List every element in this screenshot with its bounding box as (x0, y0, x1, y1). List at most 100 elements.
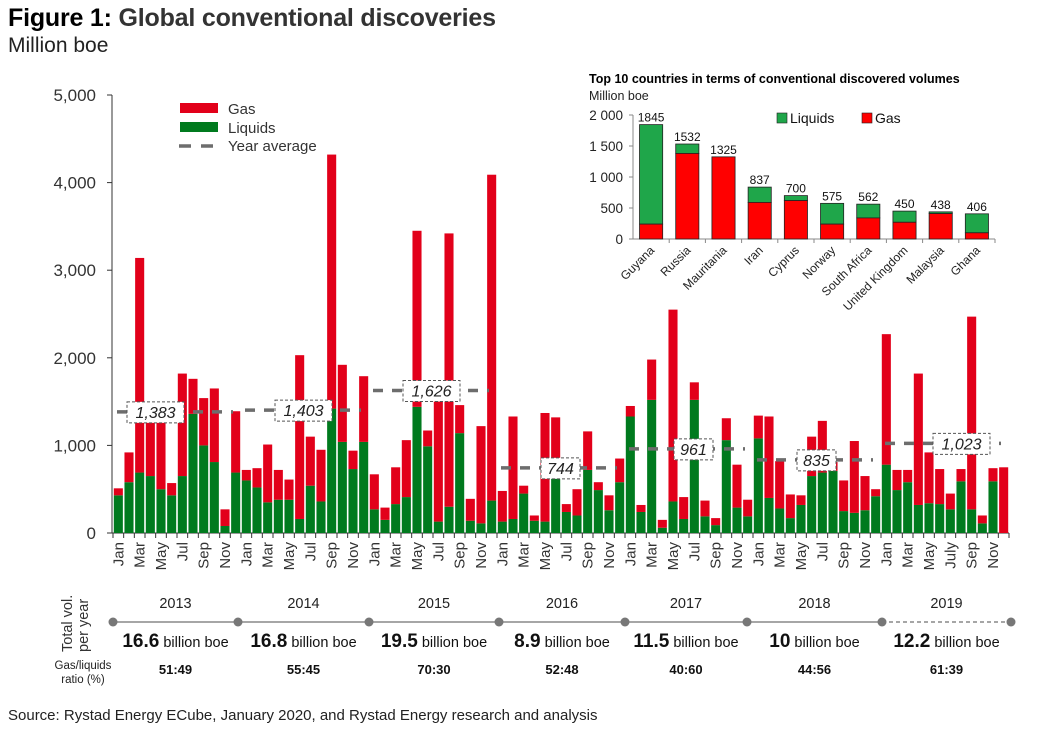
month-label: Jan (366, 542, 383, 566)
gas-bar (380, 507, 390, 520)
summary-total-volume: 10 billion boe (769, 631, 859, 652)
month-label: Mar (132, 542, 149, 568)
month-label: May (793, 542, 810, 571)
month-label: Sep (196, 542, 213, 569)
liquids-bar (860, 510, 870, 533)
liquids-bar (476, 523, 486, 533)
liquids-bar (828, 470, 838, 533)
gas-bar (231, 411, 241, 473)
gas-bar (689, 382, 699, 400)
liquids-bar (615, 482, 625, 533)
gas-bar (785, 494, 795, 519)
summary-gas-liquids-ratio: 55:45 (287, 662, 320, 677)
inset-legend-gas-swatch (861, 112, 873, 124)
summary-year-label: 2017 (670, 596, 702, 612)
inset-ylabel: Million boe (589, 89, 649, 103)
liquids-bar (177, 476, 187, 533)
gas-bar (167, 483, 177, 496)
liquids-bar (743, 516, 753, 533)
year-average-box (274, 399, 333, 422)
liquids-bar (316, 501, 326, 533)
gas-bar (615, 458, 625, 483)
month-label: Jan (494, 542, 511, 566)
month-label: Jan (110, 542, 127, 566)
year-average-box (673, 438, 714, 461)
inset-total-label: 450 (894, 197, 914, 211)
summary-total-volume: 8.9 billion boe (514, 631, 610, 652)
inset-gas-bar (675, 153, 700, 240)
liquids-bar (455, 433, 465, 533)
liquids-bar (903, 482, 913, 533)
inset-y-tick-label: 1 500 (589, 139, 623, 154)
liquids-bar (764, 497, 774, 533)
month-label: Jul (814, 542, 831, 561)
year-average-label: 1,403 (283, 403, 323, 420)
gas-bar (455, 405, 465, 434)
summary-total-unit: billion boe (669, 635, 738, 651)
month-label: Mar (772, 542, 789, 568)
liquids-bar (988, 481, 998, 533)
liquids-bar (145, 476, 155, 533)
y-tick-label: 1,000 (53, 436, 96, 455)
gas-bar (903, 469, 913, 483)
month-label: Jul (174, 542, 191, 561)
gas-bar (401, 440, 411, 498)
month-label: Sep (452, 542, 469, 569)
gas-bar (924, 452, 934, 504)
liquids-bar (519, 493, 529, 533)
summary-total-value: 16.6 (122, 631, 159, 652)
inset-legend-liquids-label: Liquids (790, 110, 834, 126)
liquids-bar (711, 525, 721, 533)
liquids-bar (604, 510, 614, 533)
month-label: Sep (580, 542, 597, 569)
month-label: May (921, 542, 938, 571)
year-average-label: 1,626 (411, 384, 451, 401)
gas-bar (700, 500, 710, 517)
liquids-bar (231, 472, 241, 533)
gas-bar (369, 474, 379, 510)
month-label: Nov (985, 542, 1002, 569)
gas-bar (209, 388, 219, 463)
liquids-bar (380, 519, 390, 533)
inset-liquids-bar (747, 186, 772, 203)
gas-bar (508, 416, 518, 519)
liquids-bar (433, 521, 443, 533)
liquids-bar (625, 416, 635, 533)
liquids-bar (465, 520, 475, 533)
gas-bar (433, 397, 443, 522)
liquids-bar (241, 480, 251, 533)
month-label: Mar (260, 542, 277, 568)
liquids-bar (113, 495, 123, 533)
gas-bar (849, 441, 859, 513)
gas-bar (551, 417, 561, 470)
liquids-bar (785, 518, 795, 533)
liquids-bar (636, 511, 646, 533)
month-label: May (409, 542, 426, 571)
summary-gas-liquids-ratio: 44:56 (798, 662, 831, 677)
year-average-label: 835 (803, 453, 830, 470)
liquids-bar (284, 499, 294, 533)
inset-total-label: 406 (967, 200, 987, 214)
inset-liquids-bar (964, 213, 989, 234)
gas-bar (721, 418, 731, 441)
liquids-bar (817, 472, 827, 533)
inset-category-label: Guyana (618, 243, 658, 283)
year-average-label: 1,383 (135, 405, 175, 422)
inset-gas-bar (892, 221, 917, 240)
liquids-bar (700, 516, 710, 533)
liquids-bar (359, 441, 369, 533)
liquids-bar (967, 509, 977, 533)
liquids-bar (156, 489, 166, 533)
summary-total-volume: 12.2 billion boe (893, 631, 999, 652)
gas-bar (711, 518, 721, 526)
liquids-bar (295, 518, 305, 533)
month-label: May (537, 542, 554, 571)
month-label: Jan (750, 542, 767, 566)
timeline-dot (877, 617, 887, 627)
summary-gas-liquids-ratio: 51:49 (159, 662, 192, 677)
summary-gas-liquids-ratio: 61:39 (930, 662, 963, 677)
y-tick-label: 5,000 (53, 86, 96, 105)
inset-gas-bar (856, 217, 881, 240)
gas-bar (647, 359, 657, 400)
gas-bar (988, 468, 998, 482)
